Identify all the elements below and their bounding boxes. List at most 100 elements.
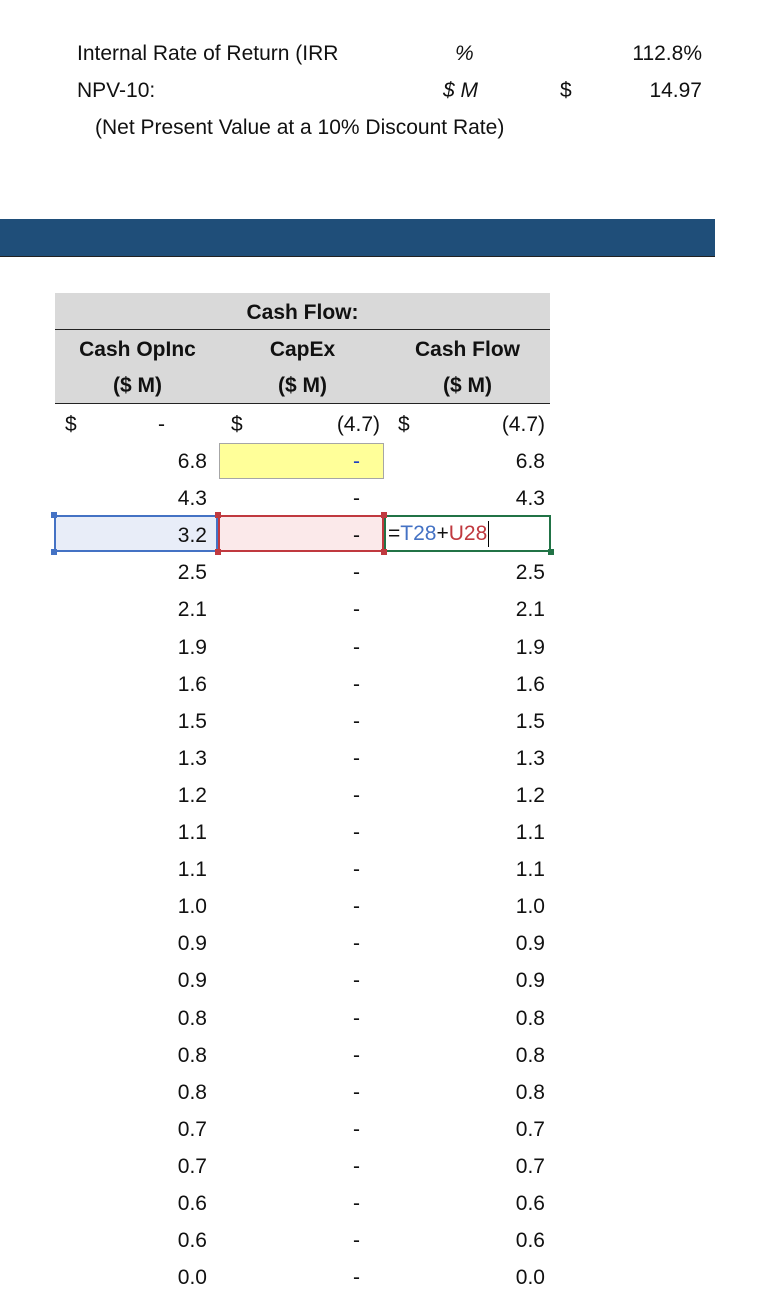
- cell-opinc[interactable]: 2.5: [177, 561, 207, 585]
- cell-cash-flow[interactable]: 0.7: [515, 1117, 545, 1141]
- ref-range-u28[interactable]: [218, 515, 384, 552]
- table-row: 6.8 - 6.8: [55, 443, 550, 480]
- cell-opinc[interactable]: 4.3: [177, 487, 207, 511]
- cell-opinc[interactable]: 6.8: [177, 450, 207, 473]
- cell-cash-flow[interactable]: 1.5: [515, 709, 545, 733]
- npv-currency: $: [560, 79, 572, 102]
- col-header-capex: CapEx: [269, 338, 336, 361]
- cell-opinc[interactable]: 1.0: [177, 895, 207, 919]
- cell-cash-flow[interactable]: 1.3: [515, 746, 545, 770]
- cell-opinc[interactable]: -: [158, 413, 165, 436]
- cell-cash-flow[interactable]: 1.2: [515, 783, 545, 807]
- cell-cash-flow[interactable]: 0.6: [515, 1192, 545, 1215]
- cell-capex[interactable]: -: [353, 635, 360, 659]
- cell-cash-flow[interactable]: 1.1: [515, 821, 545, 844]
- cell-capex[interactable]: -: [353, 746, 360, 770]
- header-divider: [55, 329, 550, 330]
- col-unit-capex: ($ M): [278, 374, 327, 397]
- cell-opinc[interactable]: 1.2: [177, 783, 207, 807]
- cell-cash-flow[interactable]: (4.7): [501, 413, 545, 436]
- cell-opinc[interactable]: 0.0: [177, 1266, 207, 1290]
- range-handle[interactable]: [215, 512, 221, 518]
- active-cell-editor[interactable]: [384, 515, 551, 552]
- cell-cash-flow[interactable]: 0.9: [515, 969, 545, 993]
- cell-capex[interactable]: -: [353, 1006, 360, 1030]
- cell-cash-flow[interactable]: 0.6: [515, 1229, 545, 1253]
- cell-opinc[interactable]: 0.8: [177, 1006, 207, 1030]
- cell-opinc[interactable]: 0.7: [177, 1154, 207, 1178]
- table-row: 1.0 - 1.0: [55, 888, 550, 925]
- cell-capex[interactable]: -: [353, 487, 360, 511]
- range-handle[interactable]: [381, 512, 387, 518]
- cell-cash-flow[interactable]: 1.0: [515, 895, 545, 919]
- range-handle[interactable]: [51, 512, 57, 518]
- cell-capex[interactable]: -: [353, 1229, 360, 1253]
- ref-range-t28[interactable]: [54, 515, 218, 552]
- cell-capex[interactable]: -: [353, 858, 360, 882]
- cell-cash-flow[interactable]: 0.8: [515, 1080, 545, 1104]
- currency-symbol: $: [398, 413, 410, 436]
- cell-opinc[interactable]: 3.2: [177, 524, 207, 548]
- cell-cash-flow[interactable]: 4.3: [515, 487, 545, 511]
- cell-capex[interactable]: (4.7): [336, 413, 380, 436]
- table-row: 0.6 - 0.6: [55, 1222, 550, 1259]
- cell-cash-flow[interactable]: 1.6: [515, 672, 545, 696]
- cell-opinc[interactable]: 0.9: [177, 969, 207, 993]
- table-row: 1.5 - 1.5: [55, 703, 550, 740]
- fill-handle[interactable]: [548, 549, 554, 555]
- cell-cash-flow[interactable]: 2.1: [515, 598, 545, 622]
- cell-cash-flow[interactable]: 0.9: [515, 932, 545, 956]
- cell-capex[interactable]: -: [353, 598, 360, 622]
- cell-capex[interactable]: -: [353, 709, 360, 733]
- cell-capex[interactable]: -: [353, 1043, 360, 1067]
- cell-opinc[interactable]: 0.6: [177, 1192, 207, 1215]
- range-handle[interactable]: [381, 549, 387, 555]
- input-cell-highlight[interactable]: [219, 443, 384, 479]
- table-row: 2.1 - 2.1: [55, 591, 550, 628]
- table-row: 0.8 - 0.8: [55, 1000, 550, 1037]
- cell-capex[interactable]: -: [353, 821, 360, 844]
- cell-cash-flow[interactable]: 0.7: [515, 1154, 545, 1178]
- npv-value[interactable]: 14.97: [649, 79, 702, 102]
- cell-capex[interactable]: -: [353, 1154, 360, 1178]
- cell-capex[interactable]: -: [353, 524, 360, 548]
- cell-capex[interactable]: -: [353, 450, 360, 473]
- cell-capex[interactable]: -: [353, 969, 360, 993]
- cell-opinc[interactable]: 1.3: [177, 746, 207, 770]
- cell-opinc[interactable]: 2.1: [177, 598, 207, 622]
- cell-opinc[interactable]: 1.9: [177, 635, 207, 659]
- formula-text[interactable]: =T28+U28: [388, 515, 490, 552]
- cell-opinc[interactable]: 0.8: [177, 1080, 207, 1104]
- cell-cash-flow[interactable]: 1.1: [515, 858, 545, 882]
- formula-ref-t28: T28: [400, 522, 437, 545]
- cell-cash-flow[interactable]: 0.8: [515, 1006, 545, 1030]
- cell-opinc[interactable]: 0.8: [177, 1043, 207, 1067]
- cell-cash-flow[interactable]: 0.0: [515, 1266, 545, 1290]
- cell-cash-flow[interactable]: 0.8: [515, 1043, 545, 1067]
- irr-value[interactable]: 112.8%: [632, 42, 702, 65]
- cell-opinc[interactable]: 1.5: [177, 709, 207, 733]
- cell-opinc[interactable]: 0.9: [177, 932, 207, 956]
- cell-capex[interactable]: -: [353, 932, 360, 956]
- cell-capex[interactable]: -: [353, 1266, 360, 1290]
- cell-capex[interactable]: -: [353, 783, 360, 807]
- cell-capex[interactable]: -: [353, 1192, 360, 1215]
- cell-opinc[interactable]: 0.7: [177, 1117, 207, 1141]
- table-row: 3.2 -: [55, 517, 550, 554]
- cell-opinc[interactable]: 1.1: [177, 821, 207, 844]
- cell-opinc[interactable]: 0.6: [177, 1229, 207, 1253]
- section-banner: [0, 219, 715, 257]
- range-handle[interactable]: [51, 549, 57, 555]
- cell-capex[interactable]: -: [353, 1117, 360, 1141]
- cell-opinc[interactable]: 1.1: [177, 858, 207, 882]
- cell-capex[interactable]: -: [353, 561, 360, 585]
- cell-capex[interactable]: -: [353, 1080, 360, 1104]
- cell-cash-flow[interactable]: 2.5: [515, 561, 545, 585]
- cell-cash-flow[interactable]: 6.8: [515, 450, 545, 473]
- cell-capex[interactable]: -: [353, 672, 360, 696]
- currency-symbol: $: [231, 413, 243, 436]
- cell-cash-flow[interactable]: 1.9: [515, 635, 545, 659]
- cell-capex[interactable]: -: [353, 895, 360, 919]
- cell-opinc[interactable]: 1.6: [177, 672, 207, 696]
- range-handle[interactable]: [215, 549, 221, 555]
